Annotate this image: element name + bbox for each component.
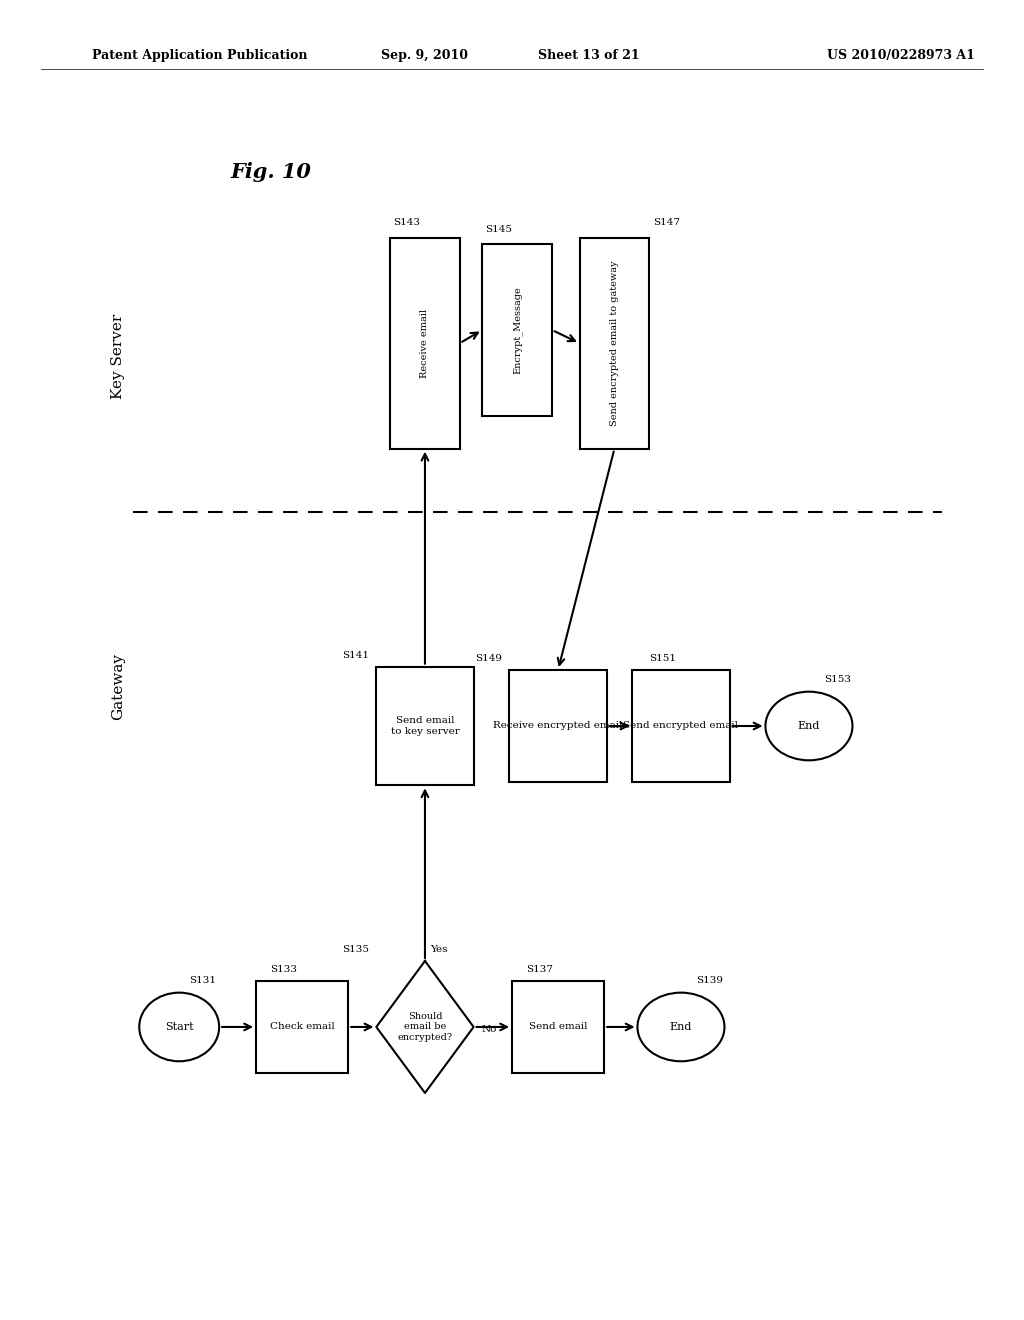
- Text: S131: S131: [189, 975, 216, 985]
- Bar: [510, 669, 606, 781]
- Text: S133: S133: [270, 965, 297, 974]
- Ellipse shape: [637, 993, 725, 1061]
- Bar: [512, 981, 604, 1073]
- Ellipse shape: [139, 993, 219, 1061]
- Text: S135: S135: [342, 945, 369, 954]
- Text: Receive email: Receive email: [421, 309, 429, 378]
- Text: S143: S143: [393, 218, 420, 227]
- Bar: [256, 981, 348, 1073]
- Text: S151: S151: [649, 653, 676, 663]
- Text: Sep. 9, 2010: Sep. 9, 2010: [382, 49, 468, 62]
- Text: Receive encrypted email: Receive encrypted email: [494, 722, 623, 730]
- Text: S147: S147: [653, 218, 680, 227]
- Text: Start: Start: [165, 1022, 194, 1032]
- Text: No: No: [481, 1026, 498, 1034]
- Bar: [377, 667, 473, 785]
- Text: End: End: [670, 1022, 692, 1032]
- Polygon shape: [377, 961, 473, 1093]
- Text: End: End: [798, 721, 820, 731]
- Text: Yes: Yes: [430, 945, 447, 954]
- Text: Gateway: Gateway: [111, 653, 125, 719]
- Text: S149: S149: [475, 653, 502, 663]
- Text: Should
email be
encrypted?: Should email be encrypted?: [397, 1012, 453, 1041]
- Bar: [633, 669, 729, 781]
- Text: S137: S137: [526, 965, 553, 974]
- Bar: [482, 244, 552, 416]
- Bar: [390, 238, 460, 449]
- Ellipse shape: [766, 692, 852, 760]
- Bar: [580, 238, 649, 449]
- Text: Encrypt_Message: Encrypt_Message: [512, 286, 522, 374]
- Text: Patent Application Publication: Patent Application Publication: [92, 49, 307, 62]
- Text: Fig. 10: Fig. 10: [231, 161, 311, 182]
- Text: US 2010/0228973 A1: US 2010/0228973 A1: [827, 49, 975, 62]
- Text: Check email: Check email: [269, 1023, 335, 1031]
- Text: Send email: Send email: [528, 1023, 588, 1031]
- Text: Sheet 13 of 21: Sheet 13 of 21: [538, 49, 640, 62]
- Text: Send encrypted email: Send encrypted email: [624, 722, 738, 730]
- Text: Key Server: Key Server: [111, 314, 125, 399]
- Text: S141: S141: [342, 651, 369, 660]
- Text: S153: S153: [824, 675, 851, 684]
- Text: S145: S145: [485, 224, 512, 234]
- Text: Send encrypted email to gateway: Send encrypted email to gateway: [610, 260, 618, 426]
- Text: Send email
to key server: Send email to key server: [390, 717, 460, 735]
- Text: S139: S139: [696, 975, 723, 985]
